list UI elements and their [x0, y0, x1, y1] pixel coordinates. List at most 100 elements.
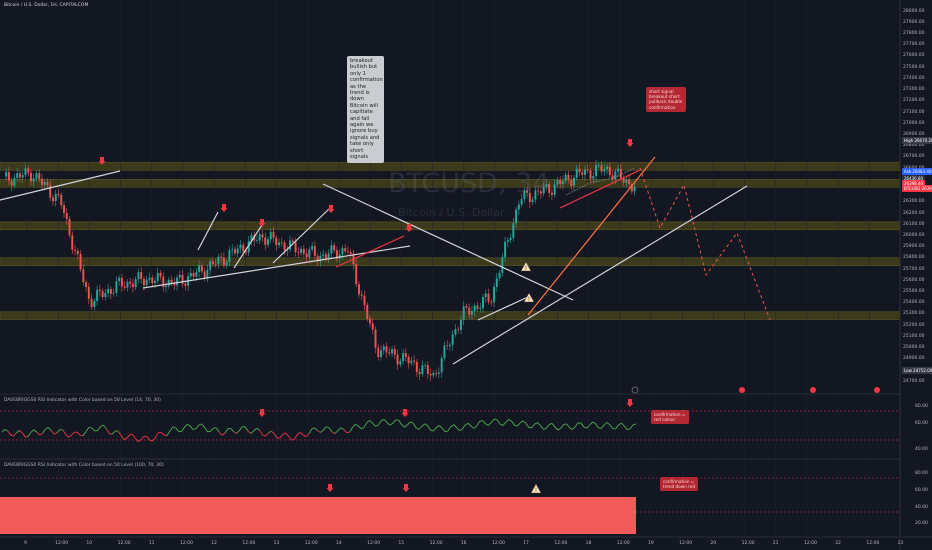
trendline-resistance[interactable]: [322, 183, 574, 301]
price-tick: 25800.00: [903, 255, 925, 261]
note-rsi2[interactable]: confirmation = trend down red: [660, 477, 698, 492]
rsi14-segment: [569, 427, 573, 430]
candle-body: [531, 199, 534, 203]
trendline-mini-3[interactable]: [272, 207, 331, 264]
event-marker: [631, 386, 639, 394]
rsi14-segment: [473, 425, 478, 429]
rsi14-pane: [0, 410, 900, 442]
rsi14-segment: [485, 423, 489, 426]
rsi14-segment: [549, 423, 553, 425]
grid: [26, 0, 901, 537]
candle-body: [178, 274, 181, 278]
trendline-channel-low[interactable]: [452, 185, 748, 365]
rsi14-segment: [10, 434, 14, 437]
time-tick: 15: [398, 541, 405, 546]
warning-icon: !: [520, 261, 532, 272]
rsi14-segment: [155, 432, 159, 438]
rsi14-segment: [322, 426, 327, 431]
candle-body: [275, 237, 278, 246]
rsi100-pane: [0, 477, 900, 534]
rsi14-segment: [268, 430, 272, 434]
trendline-orange[interactable]: [527, 156, 656, 316]
rsi14-segment: [363, 422, 368, 428]
rsi14-segment: [632, 423, 637, 426]
rsi14-segment: [250, 430, 255, 434]
rsi14-label[interactable]: DAVEBRIGGS0 RSI Indicator with Color bas…: [4, 398, 161, 403]
candle-body: [622, 178, 625, 183]
time-tick: 14: [336, 541, 342, 546]
time-tick: 12:00: [554, 541, 568, 546]
price-tick: 26800.00: [903, 143, 925, 149]
rsi14-segment: [334, 430, 339, 434]
price-tick: 26300.00: [903, 199, 925, 205]
rsi14-segment: [461, 424, 466, 430]
candle-body: [109, 289, 112, 294]
sell-arrow-icon: [402, 484, 410, 492]
rsi14-segment: [1, 428, 6, 433]
candle-body: [625, 179, 628, 183]
trendline-mini-2[interactable]: [233, 224, 263, 269]
rsi14-segment: [580, 422, 585, 428]
candle-body: [399, 361, 402, 365]
rsi14-segment: [606, 422, 611, 426]
rsi14-segment: [357, 425, 362, 429]
rsi14-segment: [117, 430, 122, 436]
candle-body: [608, 166, 611, 176]
rsi14-segment: [404, 424, 408, 428]
symbol-legend[interactable]: Bitcoin / U.S. Dollar, 1H, CAPITALCOM: [4, 3, 89, 8]
price-tick: 25000.00: [903, 345, 925, 351]
rsi14-segment: [406, 421, 411, 426]
candle-body: [349, 252, 352, 254]
sell-arrow-icon: [326, 484, 334, 492]
rsi14-segment: [377, 420, 382, 426]
rsi14-segment: [560, 424, 564, 429]
candle-body: [402, 353, 405, 362]
candle-body: [614, 171, 617, 180]
trendline-red-1[interactable]: [335, 235, 405, 268]
candle-body: [385, 346, 388, 353]
rsi14-segment: [435, 425, 440, 429]
candle-body: [120, 277, 123, 287]
rsi100-label[interactable]: DAVEBRIGGS0 RSI Indicator with Color bas…: [4, 463, 164, 468]
candle-body: [112, 292, 115, 294]
candle-body: [429, 373, 432, 376]
candle-body: [101, 291, 104, 297]
rsi14-segment: [47, 427, 52, 431]
time-tick: 12:00: [117, 541, 131, 546]
candle-body: [7, 172, 10, 181]
rsi14-segment: [398, 419, 402, 425]
rsi14-segment: [27, 431, 32, 437]
candle-body: [504, 241, 507, 258]
rsi14-segment: [424, 423, 428, 427]
price-tick: 27700.00: [903, 42, 925, 48]
rsi14-segment: [571, 426, 576, 430]
trendline-left[interactable]: [0, 170, 121, 201]
key-level-zone: [0, 221, 901, 231]
trendline-channel-mid[interactable]: [477, 295, 531, 321]
candle-body: [87, 286, 90, 299]
time-tick: 12:00: [55, 541, 69, 546]
trendlines[interactable]: [0, 156, 771, 365]
candle-body: [515, 209, 518, 224]
rsi14-segment: [389, 422, 394, 426]
time-tick: 18: [585, 541, 592, 546]
price-tick: 27000.00: [903, 120, 925, 126]
rsi14-segment: [627, 428, 631, 431]
candle-body: [104, 293, 107, 297]
candle-body: [297, 252, 300, 253]
note-rsi1[interactable]: confirmation = red colour: [651, 410, 689, 425]
candle-body: [256, 240, 258, 241]
rsi14-segment: [320, 429, 324, 433]
trendline-red-2[interactable]: [559, 169, 641, 209]
note-breakout[interactable]: breakout bullish but only 1 confirmation…: [347, 56, 384, 163]
candle-body: [236, 248, 239, 254]
rsi14-segment: [618, 422, 622, 426]
candle-body: [628, 179, 631, 185]
candle-body: [344, 248, 347, 252]
trendline-mini-1[interactable]: [197, 211, 219, 251]
event-markers[interactable]: [631, 386, 880, 394]
rsi14-segment: [265, 432, 269, 437]
projection-path[interactable]: [639, 167, 771, 321]
note-short-signal[interactable]: short signal breakout short pullback dou…: [646, 87, 686, 112]
